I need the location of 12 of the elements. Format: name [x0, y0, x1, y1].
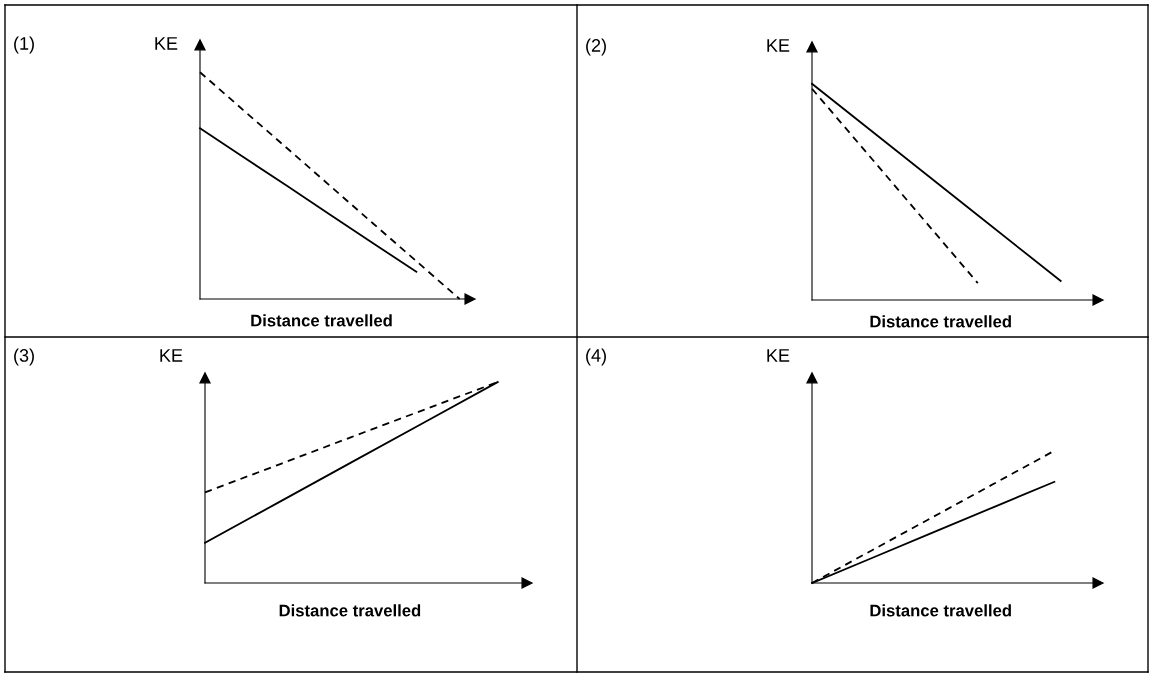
text: (2) — [586, 38, 606, 56]
y-axis-title: KE — [767, 349, 790, 362]
x-axis-title: Distance travelled — [870, 604, 1011, 617]
x-axis-title: Distance travelled — [870, 315, 1011, 328]
x-axis-title: Distance travelled — [279, 604, 421, 617]
y-axis-title: KE — [767, 39, 790, 52]
y-axis-title: KE — [155, 37, 178, 50]
y-axis-title: KE — [160, 349, 183, 362]
text: (3) — [14, 348, 34, 366]
text: (1) — [14, 36, 34, 54]
text: (4) — [586, 348, 606, 366]
x-axis-title: Distance travelled — [251, 314, 392, 327]
